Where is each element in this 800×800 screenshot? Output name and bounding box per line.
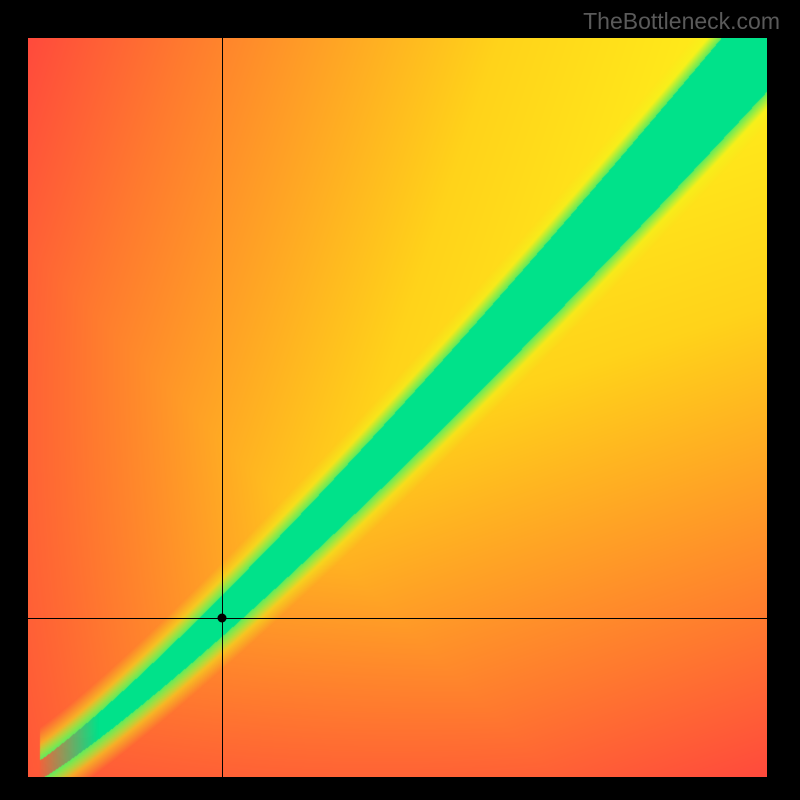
watermark-text: TheBottleneck.com xyxy=(583,8,780,35)
crosshair-horizontal xyxy=(28,618,767,619)
plot-area xyxy=(28,38,767,777)
crosshair-vertical xyxy=(222,38,223,777)
crosshair-marker-dot xyxy=(217,614,226,623)
chart-container: TheBottleneck.com xyxy=(0,0,800,800)
heatmap-canvas xyxy=(28,38,767,777)
